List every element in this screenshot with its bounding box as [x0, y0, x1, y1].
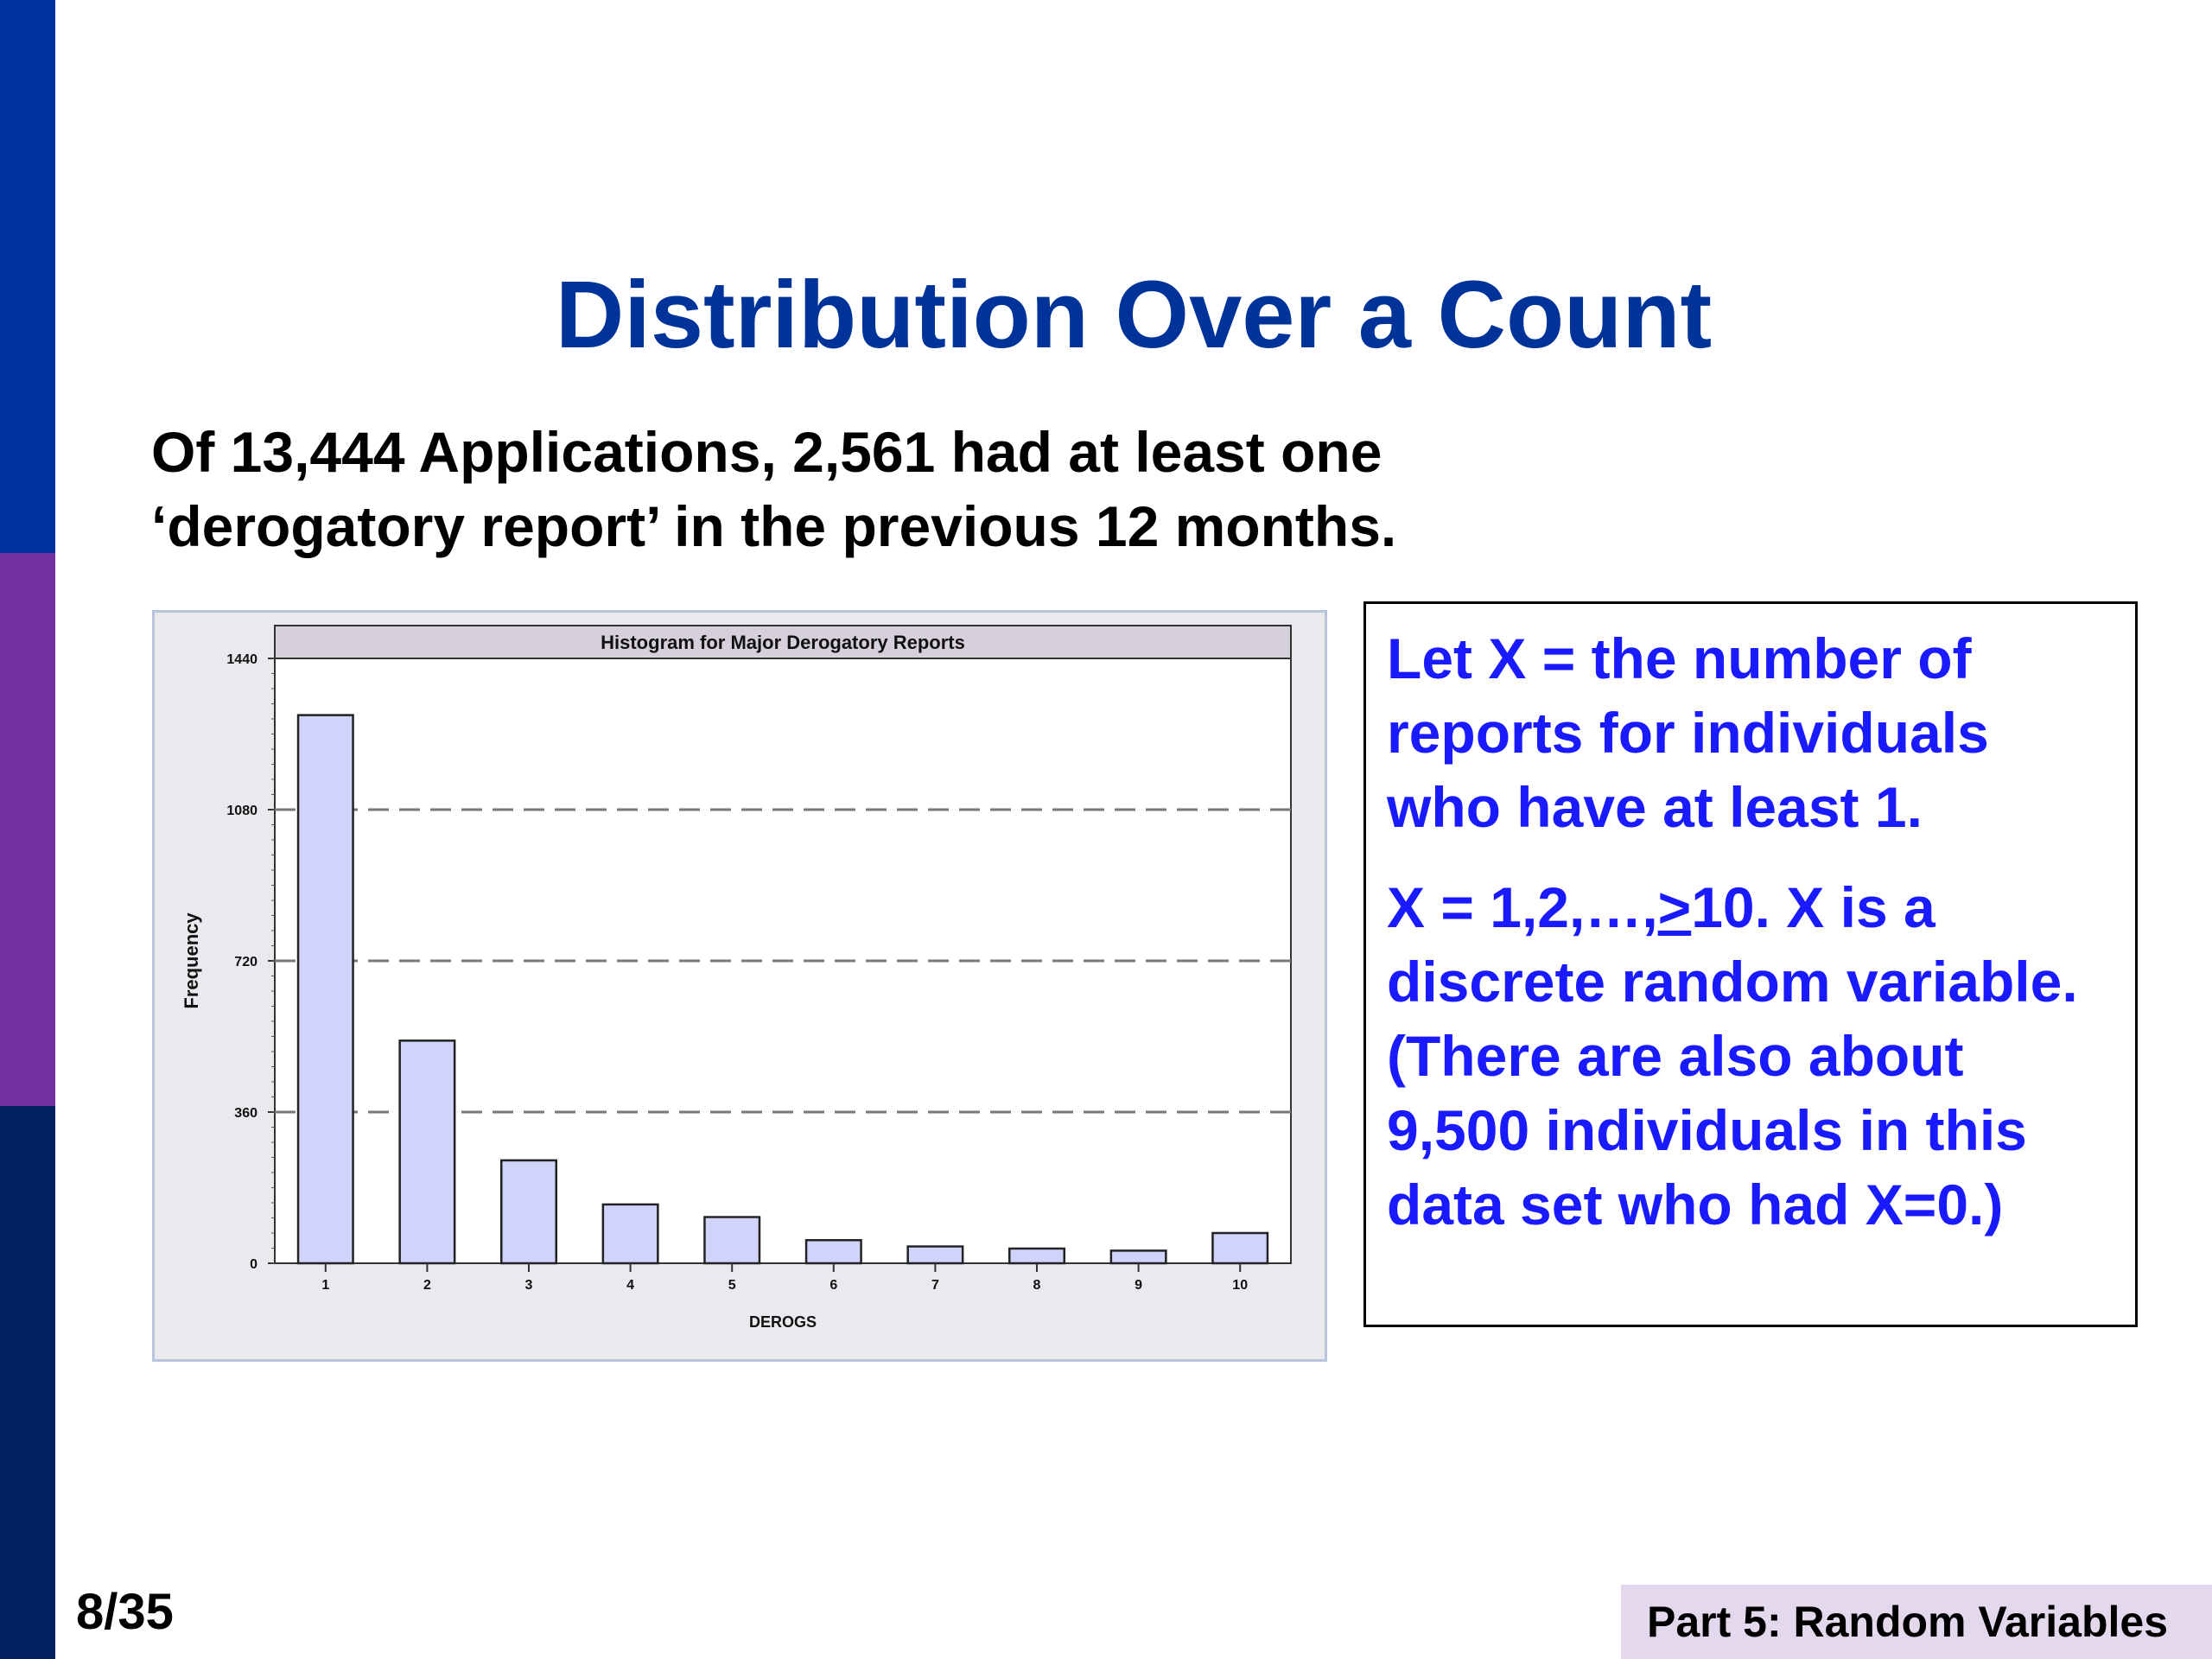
y-axis-label: Frequency [181, 912, 202, 1009]
x-tick-label: 3 [525, 1278, 533, 1293]
accent-segment-blue [0, 0, 55, 553]
definition-textbox: Let X = the number of reports for indivi… [1363, 601, 2138, 1327]
x-tick-label: 6 [830, 1278, 837, 1293]
x-axis: 1 2 3 4 5 6 7 8 9 10 [321, 1263, 1248, 1293]
greater-equal-symbol: > [1657, 875, 1692, 939]
x-tick-label: 1 [321, 1278, 329, 1293]
x-axis-label: DEROGS [749, 1313, 817, 1331]
y-tick-label: 1440 [226, 652, 257, 667]
y-tick-label: 1080 [226, 804, 257, 818]
x-tick-label: 7 [931, 1278, 939, 1293]
histogram-chart: Histogram for Major Derogatory Reports 0… [152, 610, 1327, 1362]
support-paragraph: X = 1,2,…,>10. X is a discrete random va… [1387, 870, 2114, 1242]
bar-7 [906, 1245, 964, 1265]
x-tick-label: 5 [728, 1278, 736, 1293]
support-text-start: X = 1,2,…, [1387, 875, 1658, 939]
subtitle-line-1: Of 13,444 Applications, 2,561 had at lea… [151, 420, 1382, 484]
bar-2 [398, 1039, 456, 1265]
histogram-svg: Histogram for Major Derogatory Reports 0… [181, 625, 1292, 1331]
left-accent-bar [0, 0, 55, 1659]
bar-3 [499, 1159, 558, 1265]
page-number: 8/35 [76, 1584, 174, 1640]
subtitle-line-2: ‘derogatory report’ in the previous 12 m… [151, 494, 1397, 558]
slide-title: Distribution Over a Count [555, 262, 1713, 368]
accent-segment-navy [0, 1106, 55, 1659]
x-tick-label: 2 [423, 1278, 431, 1293]
bar-1 [296, 714, 354, 1265]
x-tick-label: 8 [1033, 1278, 1041, 1293]
definition-paragraph: Let X = the number of reports for indivi… [1387, 626, 1989, 839]
y-tick-label: 720 [234, 955, 257, 969]
support-text-end: 10. X is a discrete random variable. (Th… [1387, 875, 2078, 1236]
chart-title-bar [274, 625, 1292, 659]
x-tick-label: 9 [1135, 1278, 1142, 1293]
x-tick-label: 10 [1232, 1278, 1248, 1293]
bar-5 [703, 1216, 761, 1265]
chart-title: Histogram for Major Derogatory Reports [601, 632, 965, 653]
y-tick-label: 360 [234, 1106, 257, 1121]
bar-4 [601, 1203, 659, 1265]
bar-8 [1007, 1247, 1066, 1265]
footer-section-label: Part 5: Random Variables [1621, 1585, 2212, 1659]
bars [296, 714, 1269, 1265]
bar-10 [1211, 1231, 1269, 1265]
x-tick-label: 4 [626, 1278, 634, 1293]
bar-6 [804, 1239, 862, 1265]
bar-9 [1109, 1249, 1167, 1265]
accent-segment-purple [0, 553, 55, 1106]
slide-subtitle: Of 13,444 Applications, 2,561 had at lea… [151, 415, 1620, 563]
y-axis: 0 360 720 1080 1440 [226, 652, 275, 1272]
y-tick-label: 0 [250, 1257, 257, 1272]
